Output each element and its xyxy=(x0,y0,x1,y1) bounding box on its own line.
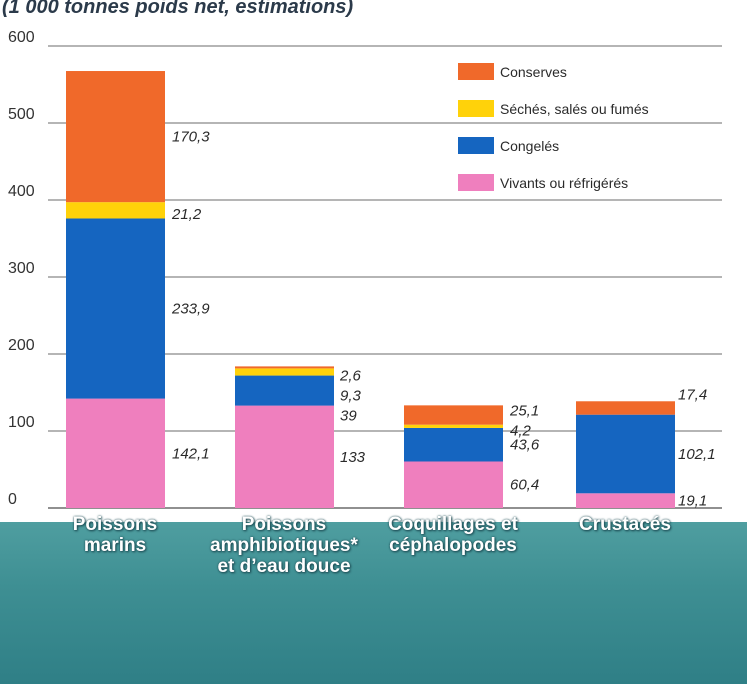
data-label: 9,3 xyxy=(340,387,362,404)
bars xyxy=(66,71,675,508)
bar-segment xyxy=(235,405,334,508)
data-label: 170,3 xyxy=(172,129,210,146)
data-label: 2,6 xyxy=(339,367,362,384)
y-tick-label: 100 xyxy=(8,414,35,431)
legend-label: Congelés xyxy=(500,138,559,154)
bar-segment xyxy=(404,424,503,428)
y-tick-label: 200 xyxy=(8,337,35,354)
data-label: 43,6 xyxy=(510,437,540,454)
legend-label: Séchés, salés ou fumés xyxy=(500,101,649,117)
y-tick-label: 0 xyxy=(8,491,17,508)
category-band xyxy=(0,522,747,684)
x-category-label: Poissons amphibiotiques* et d’eau douce xyxy=(210,514,358,577)
data-label: 60,4 xyxy=(510,477,539,494)
legend-swatch xyxy=(458,63,494,80)
data-label: 102,1 xyxy=(678,446,716,463)
bar-segment xyxy=(66,71,165,203)
bar-segment xyxy=(66,202,165,219)
data-label: 25,1 xyxy=(509,402,539,419)
bar-segment xyxy=(576,414,675,494)
y-tick-label: 300 xyxy=(8,260,35,277)
bar-segment xyxy=(235,375,334,406)
value-labels: 142,1 233,9 21,2 170,3 133 39 9,3 2,6 60,4 43,64,… xyxy=(171,129,716,510)
bar-segment xyxy=(235,368,334,376)
data-label: 233,9 xyxy=(171,301,210,318)
data-label: 133 xyxy=(340,449,366,466)
x-category-label: Coquillages et céphalopodes xyxy=(388,514,518,556)
data-label: 17,4 xyxy=(678,386,707,403)
bar-segment xyxy=(576,401,675,415)
bar-segment xyxy=(404,405,503,425)
legend: Conserves Séchés, salés ou fumés Congelés V… xyxy=(458,63,649,191)
legend-swatch xyxy=(458,100,494,117)
data-label: 142,1 xyxy=(172,445,210,462)
y-axis-ticks: 0 100 200 300 400 500 600 xyxy=(8,29,35,508)
data-label: 19,1 xyxy=(678,493,707,510)
data-label: 39 xyxy=(340,407,357,424)
chart-subtitle: (1 000 tonnes poids net, estimations) xyxy=(2,0,354,18)
legend-swatch xyxy=(458,137,494,154)
legend-label: Vivants ou réfrigérés xyxy=(500,175,628,191)
bar-segment xyxy=(66,218,165,399)
x-category-label: Poissons marins xyxy=(72,514,158,556)
bar-segment xyxy=(235,366,334,369)
bar-segment xyxy=(404,427,503,462)
bar-segment xyxy=(404,461,503,508)
data-label: 4,2 xyxy=(510,422,532,439)
x-category-label: Crustacés xyxy=(579,514,671,535)
y-tick-label: 500 xyxy=(8,106,35,123)
data-label: 21,2 xyxy=(171,206,202,223)
y-tick-label: 600 xyxy=(8,29,35,46)
legend-swatch xyxy=(458,174,494,191)
legend-label: Conserves xyxy=(500,64,567,80)
bar-segment xyxy=(576,493,675,508)
y-tick-label: 400 xyxy=(8,183,35,200)
bar-segment xyxy=(66,398,165,508)
